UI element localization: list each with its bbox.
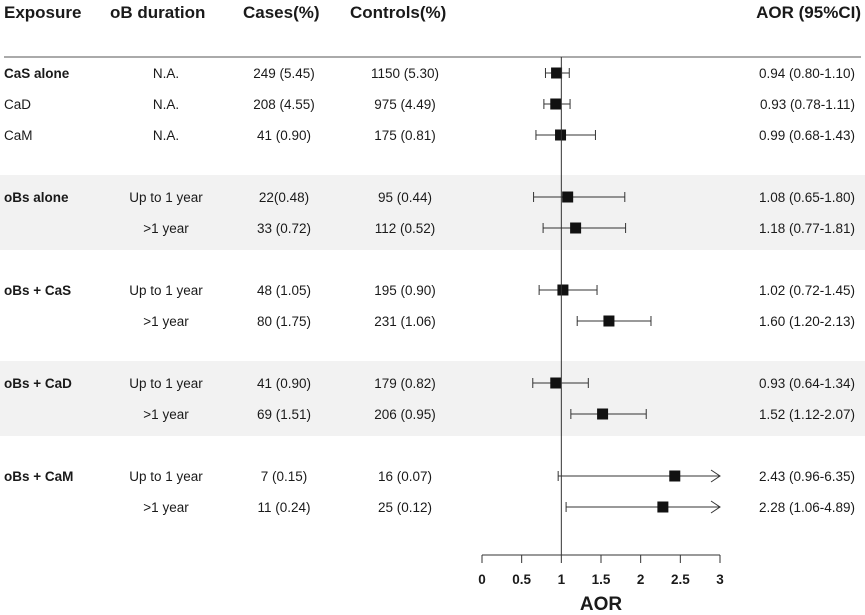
cell-controls: 231 (1.06) xyxy=(374,314,436,329)
header-row: Exposure oB duration Cases(%) Controls(%… xyxy=(4,3,861,22)
cell-controls: 175 (0.81) xyxy=(374,128,436,143)
cell-controls: 112 (0.52) xyxy=(375,221,436,236)
cell-aor-ci: 1.02 (0.72-1.45) xyxy=(759,283,855,298)
aor-point xyxy=(557,284,569,296)
cell-duration: N.A. xyxy=(153,66,179,81)
cell-duration: N.A. xyxy=(153,97,179,112)
cell-duration: N.A. xyxy=(153,128,179,143)
cell-cases: 208 (4.55) xyxy=(253,97,315,112)
cell-controls: 206 (0.95) xyxy=(374,407,436,422)
cell-controls: 95 (0.44) xyxy=(378,190,432,205)
ci-arrow xyxy=(710,469,721,483)
cell-duration: >1 year xyxy=(143,314,189,329)
cell-aor-ci: 2.28 (1.06-4.89) xyxy=(759,500,855,515)
x-axis: 0 0.5 1 1.5 2 2.5 3 AOR xyxy=(478,554,724,615)
cell-controls: 975 (4.49) xyxy=(374,97,436,112)
x-tick-label: 0.5 xyxy=(512,572,531,587)
aor-point xyxy=(669,470,681,482)
cell-exposure: oBs alone xyxy=(4,190,69,205)
cell-cases: 33 (0.72) xyxy=(257,221,311,236)
cell-controls: 195 (0.90) xyxy=(374,283,436,298)
cell-aor-ci: 1.18 (0.77-1.81) xyxy=(759,221,855,236)
cell-exposure: oBs + CaM xyxy=(4,469,73,484)
aor-point xyxy=(551,67,563,79)
cell-duration: Up to 1 year xyxy=(129,376,203,391)
cell-exposure: oBs + CaS xyxy=(4,283,71,298)
aor-point xyxy=(562,191,574,203)
cell-cases: 41 (0.90) xyxy=(257,128,311,143)
header-duration: oB duration xyxy=(110,3,205,22)
cell-duration: >1 year xyxy=(143,221,189,236)
table-rows: CaS alone N.A. 249 (5.45) 1150 (5.30) 0.94 (… xyxy=(4,66,855,515)
aor-point xyxy=(603,315,615,327)
cell-controls: 16 (0.07) xyxy=(378,469,432,484)
cell-aor-ci: 1.08 (0.65-1.80) xyxy=(759,190,855,205)
cell-cases: 41 (0.90) xyxy=(257,376,311,391)
cell-exposure: CaD xyxy=(4,97,31,112)
aor-point xyxy=(555,129,567,141)
cell-duration: Up to 1 year xyxy=(129,469,203,484)
cell-controls: 179 (0.82) xyxy=(374,376,436,391)
x-tick-label: 0 xyxy=(478,572,486,587)
header-aor: AOR (95%CI) xyxy=(756,3,861,22)
x-tick-label: 1.5 xyxy=(592,572,611,587)
x-tick-label: 2.5 xyxy=(671,572,690,587)
x-tick-label: 1 xyxy=(558,572,566,587)
cell-cases: 249 (5.45) xyxy=(253,66,315,81)
aor-point xyxy=(597,408,609,420)
header-cases: Cases(%) xyxy=(243,3,320,22)
cell-aor-ci: 0.93 (0.78-1.11) xyxy=(760,97,855,112)
aor-point xyxy=(550,98,562,110)
header-exposure: Exposure xyxy=(4,3,81,22)
cell-aor-ci: 0.93 (0.64-1.34) xyxy=(759,376,855,391)
cell-duration: >1 year xyxy=(143,500,189,515)
group-shade xyxy=(0,361,865,436)
cell-duration: Up to 1 year xyxy=(129,190,203,205)
cell-aor-ci: 0.94 (0.80-1.10) xyxy=(759,66,855,81)
ci-arrow xyxy=(710,500,721,514)
header-controls: Controls(%) xyxy=(350,3,446,22)
x-axis-ticks: 0 0.5 1 1.5 2 2.5 3 xyxy=(478,555,724,587)
cell-cases: 69 (1.51) xyxy=(257,407,311,422)
cell-exposure: CaM xyxy=(4,128,33,143)
x-axis-title: AOR xyxy=(580,594,623,615)
plot-marks xyxy=(532,57,721,555)
cell-exposure: oBs + CaD xyxy=(4,376,72,391)
cell-aor-ci: 0.99 (0.68-1.43) xyxy=(759,128,855,143)
cell-controls: 1150 (5.30) xyxy=(371,66,439,81)
cell-cases: 22(0.48) xyxy=(259,190,309,205)
cell-cases: 80 (1.75) xyxy=(257,314,311,329)
cell-exposure: CaS alone xyxy=(4,66,70,81)
group-shading-layer xyxy=(0,175,865,436)
aor-point xyxy=(570,222,582,234)
cell-cases: 11 (0.24) xyxy=(257,500,310,515)
cell-aor-ci: 1.60 (1.20-2.13) xyxy=(759,314,855,329)
aor-point xyxy=(550,377,562,389)
cell-duration: Up to 1 year xyxy=(129,283,203,298)
group-shade xyxy=(0,175,865,250)
cell-duration: >1 year xyxy=(143,407,189,422)
cell-cases: 7 (0.15) xyxy=(261,469,308,484)
cell-aor-ci: 1.52 (1.12-2.07) xyxy=(759,407,855,422)
x-tick-label: 3 xyxy=(716,572,724,587)
cell-controls: 25 (0.12) xyxy=(378,500,432,515)
aor-point xyxy=(657,501,669,513)
x-tick-label: 2 xyxy=(637,572,645,587)
cell-cases: 48 (1.05) xyxy=(257,283,311,298)
cell-aor-ci: 2.43 (0.96-6.35) xyxy=(759,469,855,484)
